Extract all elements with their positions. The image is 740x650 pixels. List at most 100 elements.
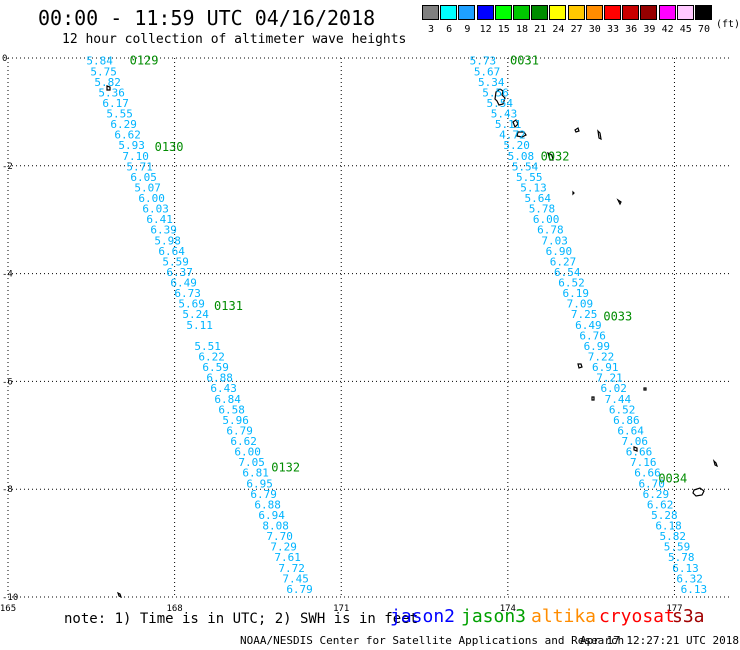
swh-value-label: 6.02 — [600, 382, 627, 395]
swh-value-label: 7.06 — [622, 435, 649, 448]
time-marker-label: 0032 — [541, 150, 570, 164]
swh-value-label: 5.67 — [474, 65, 501, 78]
swh-value-label: 5.24 — [182, 308, 209, 321]
swh-value-label: 7.03 — [541, 234, 568, 247]
swh-value-label: 6.39 — [150, 224, 177, 237]
satellite-jason3: jason3 — [461, 606, 527, 627]
legend-label-24: 24 — [552, 24, 565, 35]
swh-value-label: 6.84 — [214, 393, 241, 406]
swh-value-label: 6.78 — [537, 224, 564, 237]
island-icon — [116, 591, 123, 599]
y-tick-label: -2 — [2, 162, 13, 172]
swh-value-label: 6.03 — [142, 203, 169, 216]
x-tick-label: 168 — [166, 604, 182, 614]
swh-value-label: 5.11 — [495, 118, 522, 131]
swh-value-label: 5.93 — [118, 139, 145, 152]
swh-tracks: 5.845.755.825.366.175.556.296.625.937.10… — [86, 54, 707, 596]
swh-value-label: 5.78 — [668, 551, 695, 564]
swh-value-label: 5.71 — [126, 160, 153, 173]
legend-swatch-15 — [494, 5, 512, 20]
swh-value-label: 6.62 — [647, 498, 674, 511]
legend-label-42: 42 — [661, 24, 674, 35]
swh-value-label: 7.09 — [567, 298, 594, 311]
swh-value-label: 5.59 — [664, 541, 691, 554]
legend-swatch-42 — [658, 5, 676, 20]
swh-value-label: 6.91 — [592, 361, 619, 374]
swh-value-label: 7.16 — [630, 456, 657, 469]
legend-swatch-9 — [458, 5, 476, 20]
x-tick-label: 165 — [0, 604, 16, 614]
legend-unit: (ft) — [716, 19, 740, 30]
swh-value-label: 8.08 — [262, 520, 289, 533]
legend-label-36: 36 — [625, 24, 638, 35]
x-tick-label: 174 — [500, 604, 516, 614]
satellite-altika: altika — [531, 606, 597, 627]
swh-value-label: 6.66 — [626, 446, 653, 459]
swh-value-label: 5.73 — [470, 55, 497, 68]
swh-value-label: 6.54 — [554, 266, 581, 279]
swh-value-label: 6.59 — [202, 361, 229, 374]
legend-swatch-33 — [604, 5, 621, 20]
swh-value-label: 5.55 — [106, 108, 133, 121]
island-icon — [547, 151, 554, 161]
swh-value-label: 6.27 — [550, 255, 577, 268]
legend-label-70: 70 — [697, 24, 711, 35]
legend-label-18: 18 — [515, 24, 529, 35]
y-tick-label: -4 — [2, 270, 13, 280]
swh-value-label: 5.51 — [194, 340, 221, 353]
legend-label-39: 39 — [643, 24, 656, 35]
island-outlines — [106, 85, 719, 599]
swh-value-label: 5.56 — [482, 86, 509, 99]
swh-value-label: 5.96 — [222, 414, 249, 427]
swh-value-label: 6.64 — [158, 245, 185, 258]
island-icon — [597, 129, 602, 141]
legend-swatch-70 — [695, 5, 712, 20]
island-icon — [516, 131, 527, 138]
swh-value-label: 5.11 — [186, 319, 213, 332]
generated-timestamp: Apr 17 12:27:21 UTC 2018 — [580, 634, 739, 647]
legend-swatch-39 — [640, 5, 658, 20]
swh-value-label: 6.17 — [102, 97, 129, 110]
swh-value-label: 6.79 — [226, 424, 253, 437]
swh-value-label: 6.52 — [558, 277, 585, 290]
legend-swatch-27 — [567, 5, 585, 20]
swh-value-label: 7.05 — [238, 456, 265, 469]
swh-value-label: 5.98 — [154, 234, 181, 247]
swh-value-label: 6.00 — [533, 213, 560, 226]
swh-value-label: 7.45 — [282, 572, 309, 585]
swh-value-label: 7.44 — [605, 393, 632, 406]
island-icon — [712, 459, 719, 468]
satellite-cryosat: cryosat — [599, 606, 675, 627]
swh-value-label: 5.69 — [178, 298, 205, 311]
time-marker-label: 0132 — [271, 461, 300, 475]
swh-value-label: 6.43 — [210, 382, 237, 395]
swh-value-label: 6.95 — [246, 477, 273, 490]
swh-value-label: 5.20 — [503, 139, 530, 152]
swh-value-label: 5.13 — [520, 181, 547, 194]
x-tick-label: 171 — [333, 604, 349, 614]
legend-label-45: 45 — [679, 24, 692, 35]
legend-label-33: 33 — [606, 24, 620, 35]
swh-value-label: 6.64 — [617, 424, 644, 437]
y-tick-label: -10 — [2, 593, 18, 603]
swh-value-label: 6.13 — [672, 562, 699, 575]
legend-swatch-3 — [422, 5, 439, 20]
swh-value-label: 6.49 — [170, 277, 197, 290]
swh-value-label: 5.54 — [486, 97, 513, 110]
island-icon — [616, 198, 622, 206]
island-icon — [633, 446, 638, 452]
swh-value-label: 6.37 — [166, 266, 193, 279]
swh-value-label: 7.61 — [274, 551, 301, 564]
legend-label-9: 9 — [464, 24, 471, 35]
satellite-jason2: jason2 — [390, 606, 456, 627]
swh-value-label: 5.54 — [512, 160, 539, 173]
legend-label-12: 12 — [479, 24, 492, 35]
swh-value-label: 6.05 — [130, 171, 157, 184]
island-icon — [591, 396, 595, 401]
swh-value-label: 5.75 — [90, 65, 117, 78]
swh-value-label: 5.43 — [491, 108, 518, 121]
swh-value-label: 6.00 — [234, 446, 261, 459]
legend-label-27: 27 — [570, 24, 583, 35]
island-icon — [574, 127, 580, 133]
